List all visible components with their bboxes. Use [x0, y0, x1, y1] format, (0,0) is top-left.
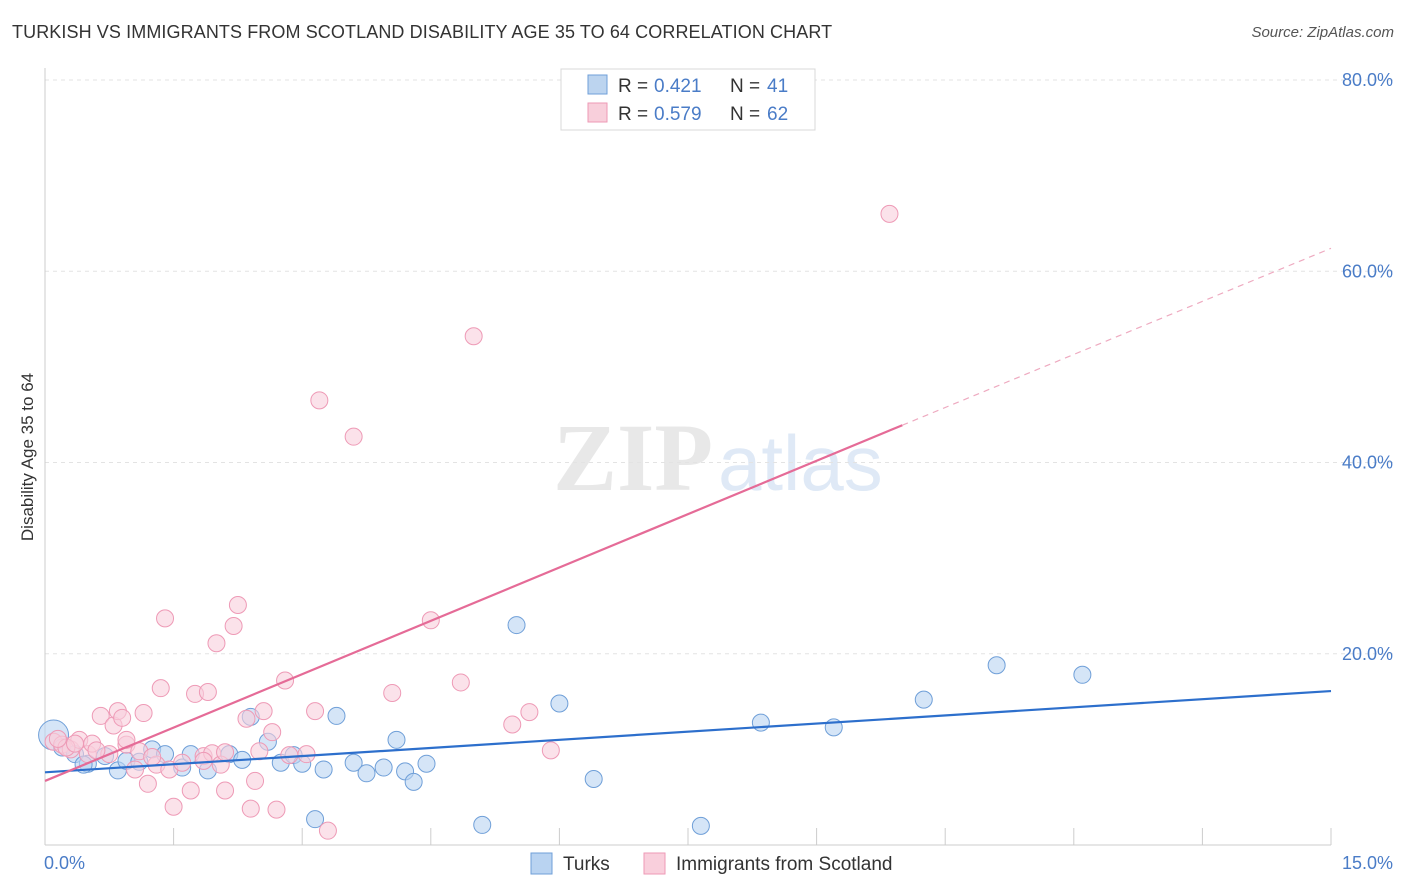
scotland-point-52 [541, 741, 560, 760]
scotland-point-38 [267, 800, 286, 819]
stats-legend: R = 0.421 N = 41 R = 0.579 N = 62 [560, 68, 816, 131]
turks-point-20 [306, 810, 325, 829]
legend-swatch-scotland [587, 102, 608, 123]
scotland-point-14 [134, 704, 153, 723]
scotland-point-33 [241, 799, 260, 818]
scotland-point-59 [216, 743, 235, 762]
legend-r-label-turks: R = [618, 76, 648, 97]
y-tick-label-80: 80.0% [1342, 70, 1393, 90]
series-legend-swatch-scotland [643, 852, 666, 875]
legend-swatch-turks [587, 74, 608, 95]
turks-point-26 [387, 730, 406, 749]
scotland-point-17 [151, 679, 170, 698]
scotland-point-29 [216, 781, 235, 800]
scotland-point-43 [310, 391, 329, 410]
scotland-point-49 [464, 327, 483, 346]
scotland-point-45 [344, 427, 363, 446]
turks-point-39 [1073, 665, 1092, 684]
legend-n-value-turks: 41 [767, 76, 788, 97]
y-tick-label-60: 60.0% [1342, 261, 1393, 281]
scotland-point-42 [306, 702, 325, 721]
turks-point-32 [550, 694, 569, 713]
scotland-point-48 [451, 673, 470, 692]
scotland-point-57 [143, 748, 162, 767]
scotland-point-61 [48, 729, 67, 748]
scotland-point-30 [224, 617, 243, 636]
scotland-point-35 [250, 742, 269, 761]
data-points [38, 204, 1092, 840]
y-tick-label-40: 40.0% [1342, 453, 1393, 473]
scotland-point-10 [113, 708, 132, 727]
scotland-point-12 [126, 760, 145, 779]
chart-title: TURKISH VS IMMIGRANTS FROM SCOTLAND DISA… [12, 22, 833, 42]
legend-r-value-turks: 0.421 [654, 76, 702, 97]
source-label: Source: ZipAtlas.com [1251, 24, 1394, 41]
y-tick-label-20: 20.0% [1342, 644, 1393, 664]
scotland-point-53 [880, 204, 899, 223]
scotland-point-15 [138, 774, 157, 793]
turks-point-25 [374, 758, 393, 777]
y-axis-label: Disability Age 35 to 64 [18, 373, 37, 541]
turks-point-21 [314, 760, 333, 779]
scotland-point-40 [280, 746, 299, 765]
turks-point-24 [357, 764, 376, 783]
scotland-point-41 [297, 745, 316, 764]
series-legend-label-turks: Turks [563, 854, 610, 875]
turks-point-38 [987, 656, 1006, 675]
scotland-point-44 [318, 821, 337, 840]
turks-point-22 [327, 706, 346, 725]
x-ticks [173, 828, 1332, 845]
turks-point-28 [404, 772, 423, 791]
legend-r-value-scotland: 0.579 [654, 104, 702, 125]
grid-lines [45, 79, 1393, 655]
turks-point-31 [507, 616, 526, 635]
scotland-point-22 [181, 781, 200, 800]
turks-point-33 [584, 770, 603, 789]
turks-point-29 [417, 754, 436, 773]
scotland-point-50 [503, 715, 522, 734]
x-tick-label-max: 15.0% [1342, 853, 1393, 873]
series-legend-swatch-turks [530, 852, 553, 875]
scotland-point-31 [228, 595, 247, 614]
turks-point-34 [691, 816, 710, 835]
legend-n-value-scotland: 62 [767, 104, 788, 125]
scotland-point-32 [237, 709, 256, 728]
scotland-point-18 [156, 609, 175, 628]
scotland-point-25 [198, 683, 217, 701]
scotland-point-37 [263, 723, 282, 742]
series-legend: Turks Immigrants from Scotland [530, 852, 892, 875]
scotland-trend-line [44, 424, 903, 782]
scotland-point-20 [164, 797, 183, 816]
scotland-point-46 [383, 683, 402, 702]
scotland-point-6 [91, 706, 110, 725]
turks-point-37 [914, 690, 933, 709]
watermark-zip: ZIP [553, 404, 713, 511]
turks-trend-line [44, 689, 1332, 774]
scotland-point-27 [207, 634, 226, 653]
legend-n-label-turks: N = [730, 76, 760, 97]
watermark: ZIP atlas [553, 404, 883, 511]
legend-r-label-scotland: R = [618, 104, 648, 125]
scotland-trend-extension [902, 247, 1332, 426]
turks-point-30 [473, 815, 492, 834]
turks-point-23 [344, 753, 363, 772]
y-tick-labels: 20.0% 40.0% 60.0% 80.0% [1342, 70, 1393, 664]
scotland-point-34 [246, 771, 265, 790]
scotland-point-51 [520, 703, 539, 722]
legend-n-label-scotland: N = [730, 104, 760, 125]
scotland-point-36 [254, 702, 273, 721]
series-legend-label-scotland: Immigrants from Scotland [676, 854, 892, 875]
x-tick-label-min: 0.0% [44, 853, 85, 873]
scotland-point-60 [66, 734, 85, 753]
trend-lines [44, 247, 1332, 782]
